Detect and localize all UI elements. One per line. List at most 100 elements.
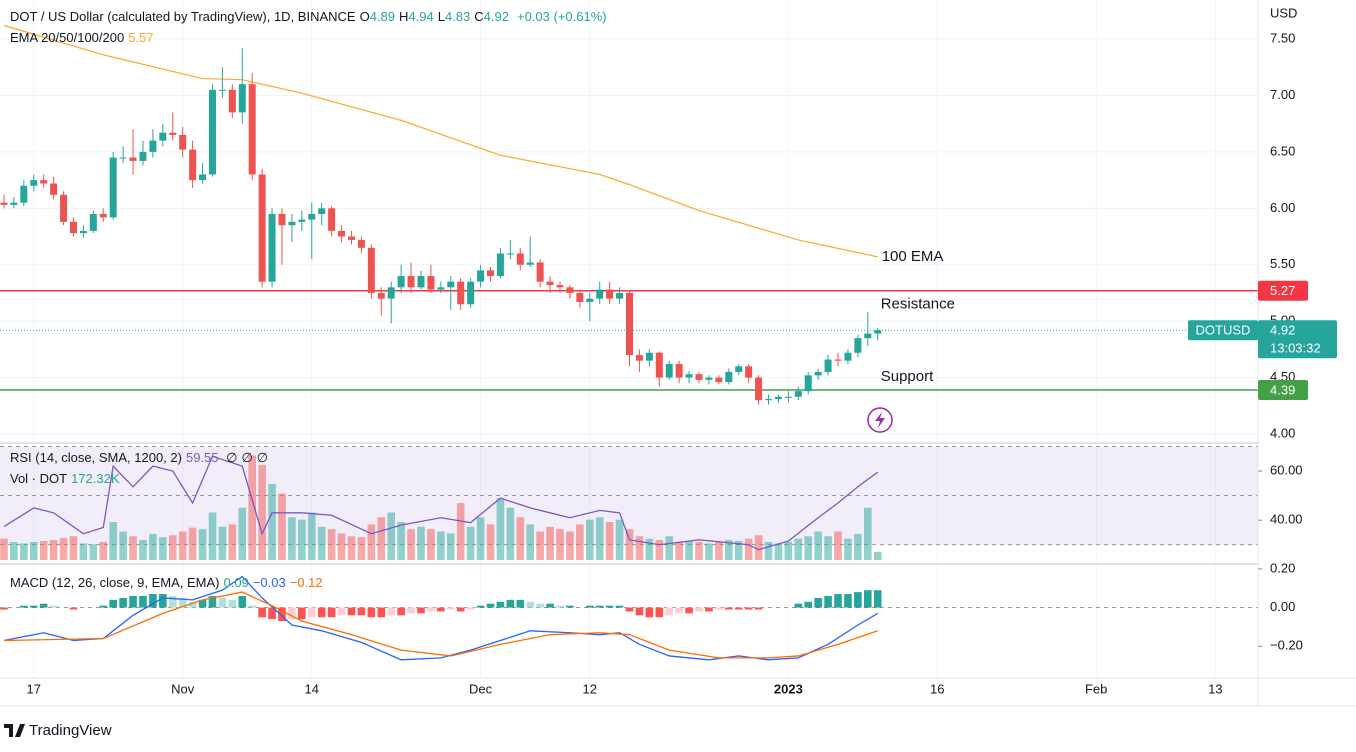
footer-brand: TradingView bbox=[29, 722, 112, 739]
macd-name: MACD (12, 26, close, 9, EMA, EMA) bbox=[10, 575, 220, 590]
replay-icon[interactable] bbox=[867, 407, 893, 433]
macd-histogram-bar bbox=[387, 607, 396, 616]
rsi-line bbox=[3, 455, 879, 551]
candle-body bbox=[367, 247, 375, 293]
volume-bar bbox=[645, 538, 654, 560]
volume-bar bbox=[566, 531, 574, 560]
macd-histogram-bar bbox=[655, 607, 664, 618]
candle-body bbox=[625, 292, 633, 356]
volume-bar bbox=[655, 540, 664, 560]
candle-body bbox=[10, 202, 18, 205]
candle-body bbox=[407, 276, 415, 288]
macd-histogram-bar bbox=[159, 594, 167, 608]
level-tag bbox=[1258, 280, 1308, 301]
symbol-title: DOT / US Dollar (calculated by TradingVi… bbox=[10, 9, 356, 24]
candle-body bbox=[655, 352, 663, 378]
macd-tick-label: 0.20 bbox=[1270, 560, 1295, 575]
candle-body bbox=[99, 213, 107, 218]
volume-bar bbox=[585, 519, 594, 560]
volume-bar bbox=[556, 529, 564, 560]
volume-bar bbox=[10, 541, 18, 560]
y-tick-label: 6.00 bbox=[1270, 200, 1295, 215]
macd-histogram-bar bbox=[476, 605, 485, 608]
macd-histogram-bar bbox=[546, 603, 554, 608]
candle-body bbox=[30, 180, 38, 186]
volume-name: Vol · DOT bbox=[10, 471, 68, 486]
main-legend: DOT / US Dollar (calculated by TradingVi… bbox=[10, 9, 611, 24]
signal-value: −0.12 bbox=[289, 575, 323, 590]
ohlc-key: C bbox=[474, 9, 484, 24]
level-tag-label: 4.39 bbox=[1270, 382, 1295, 397]
macd-histogram-bar bbox=[20, 605, 28, 608]
ohlc-key: L bbox=[437, 9, 445, 24]
macd-histogram-bar bbox=[715, 607, 723, 610]
candle-body bbox=[199, 174, 207, 181]
macd-histogram-bar bbox=[516, 599, 525, 608]
macd-histogram-bar bbox=[863, 590, 872, 608]
volume-bar bbox=[89, 544, 98, 560]
volume-bar bbox=[834, 531, 842, 560]
volume-bar bbox=[466, 526, 475, 560]
symbol-tag bbox=[1188, 320, 1258, 341]
volume-bar bbox=[0, 538, 8, 560]
ema-name: EMA 20/50/100/200 bbox=[10, 30, 125, 45]
volume-bar bbox=[139, 540, 147, 560]
volume-bar bbox=[844, 538, 852, 560]
candle-body bbox=[765, 399, 773, 401]
candle-body bbox=[457, 281, 465, 305]
volume-bar bbox=[814, 531, 822, 560]
candle-body bbox=[179, 134, 187, 150]
volume-bar bbox=[506, 507, 515, 560]
candle-body bbox=[377, 292, 385, 299]
change-label: +0.03 (+0.61%) bbox=[516, 9, 607, 24]
macd-histogram-bar bbox=[854, 592, 862, 608]
volume-bar bbox=[407, 529, 415, 560]
candle-body bbox=[635, 355, 643, 361]
macd-histogram-bar bbox=[417, 607, 425, 614]
candle-body bbox=[526, 262, 534, 265]
volume-bar bbox=[278, 493, 286, 560]
candle-body bbox=[69, 221, 77, 234]
macd-histogram-bar bbox=[665, 607, 674, 616]
rsi-na: ∅ bbox=[256, 450, 269, 465]
volume-bar bbox=[159, 537, 167, 560]
volume-bar bbox=[49, 540, 58, 560]
macd-histogram-bar bbox=[427, 607, 435, 612]
macd-histogram-bar bbox=[466, 607, 475, 610]
volume-bar bbox=[764, 541, 773, 560]
macd-histogram-bar bbox=[744, 607, 753, 610]
x-tick-label: 17 bbox=[27, 681, 41, 696]
macd-histogram-bar bbox=[407, 607, 415, 614]
volume-bar bbox=[248, 455, 256, 560]
volume-bar bbox=[367, 524, 376, 560]
volume-bar bbox=[59, 538, 68, 560]
last-price-tag bbox=[1258, 320, 1337, 359]
volume-bar bbox=[69, 536, 78, 560]
symbol-tag-label: DOTUSD bbox=[1196, 323, 1251, 338]
volume-bar bbox=[208, 512, 217, 560]
volume-bar bbox=[675, 541, 683, 560]
volume-bar bbox=[288, 517, 296, 560]
candle-body bbox=[486, 270, 494, 277]
candle-body bbox=[357, 239, 365, 248]
volume-bar bbox=[178, 531, 187, 560]
candle-body bbox=[288, 221, 296, 226]
macd-histogram-bar bbox=[208, 595, 217, 608]
volume-bar bbox=[754, 535, 763, 560]
volume-bar bbox=[317, 526, 326, 560]
macd-histogram-bar bbox=[645, 607, 654, 618]
tradingview-logo bbox=[4, 724, 25, 737]
candle-body bbox=[665, 364, 673, 378]
signal-line bbox=[3, 591, 878, 659]
candle-body bbox=[338, 230, 346, 237]
macd-tick-label: 0.00 bbox=[1270, 599, 1295, 614]
volume-bar bbox=[446, 533, 455, 560]
macd-histogram-bar bbox=[337, 607, 346, 616]
candle-body bbox=[427, 276, 435, 290]
volume-bar bbox=[337, 533, 346, 560]
volume-bar bbox=[228, 524, 237, 560]
currency-label: USD bbox=[1270, 5, 1297, 20]
candle-body bbox=[467, 281, 475, 305]
candle-body bbox=[566, 287, 574, 293]
